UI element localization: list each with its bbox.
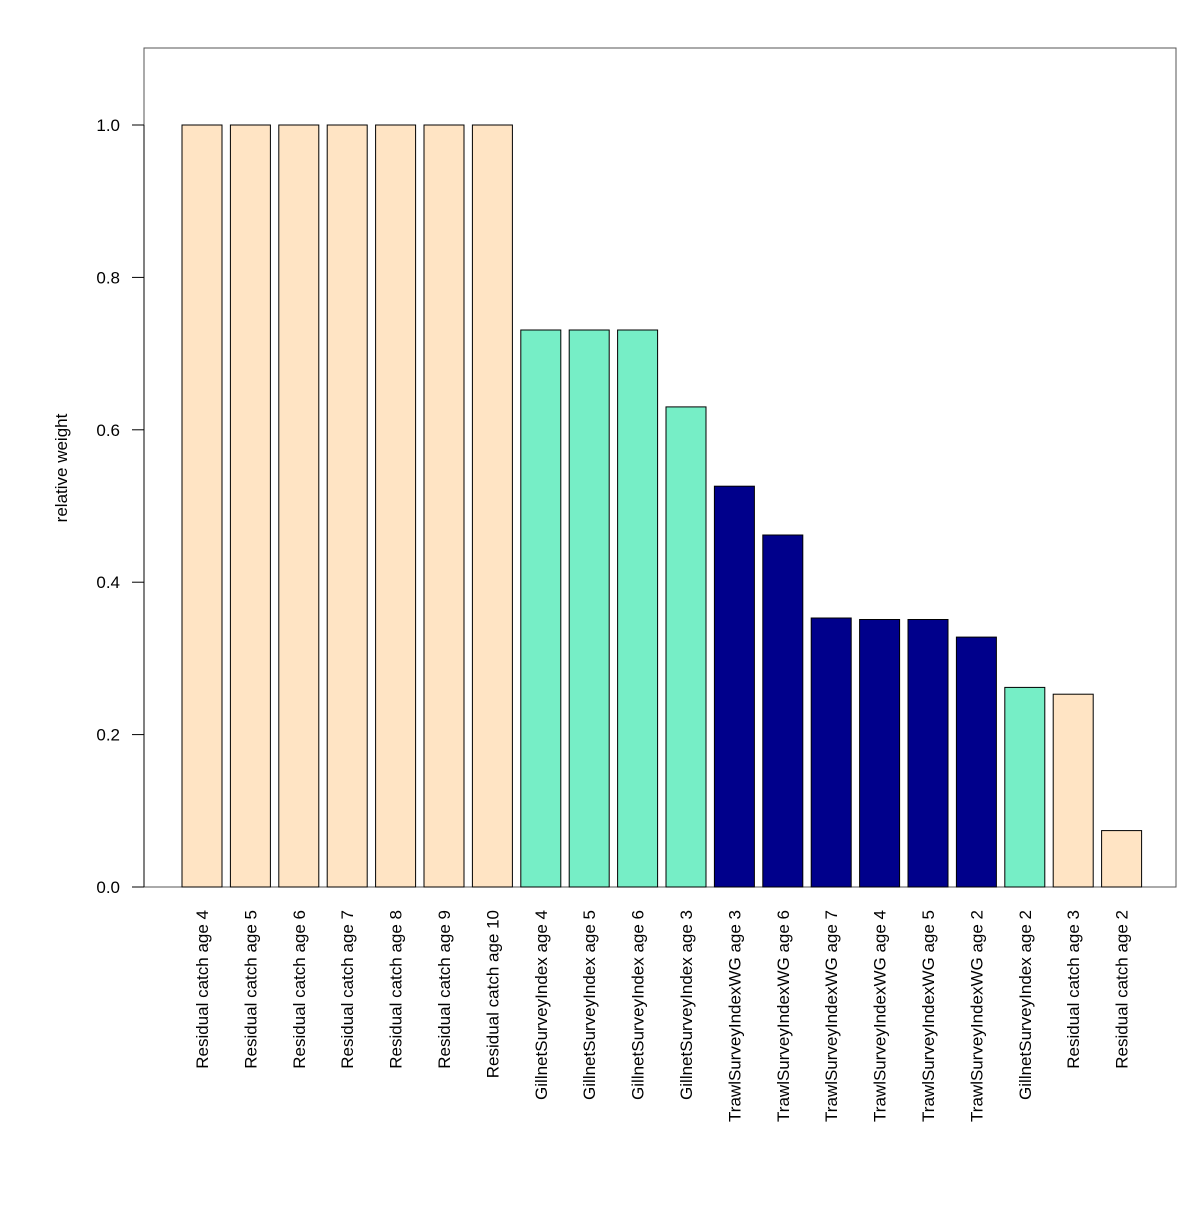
- bar-19: [1052, 693, 1094, 888]
- x-tick-label-2: Residual catch age 5: [241, 910, 260, 1069]
- bar-15: [859, 619, 901, 888]
- bar-8: [520, 329, 562, 888]
- bar-13: [762, 534, 804, 888]
- bar-4: [326, 124, 368, 888]
- x-tick-label-5: Residual catch age 8: [387, 910, 406, 1069]
- bar-12: [713, 485, 755, 888]
- x-tick-label-19: Residual catch age 3: [1064, 910, 1083, 1069]
- x-tick-label-4: Residual catch age 7: [338, 910, 357, 1069]
- x-tick-label-10: GillnetSurveyIndex age 6: [629, 910, 648, 1100]
- bar-5: [375, 124, 417, 888]
- x-tick-label-16: TrawlSurveyIndexWG age 5: [919, 910, 938, 1122]
- y-tick-label-6: 1.0: [96, 116, 120, 135]
- x-tick-label-14: TrawlSurveyIndexWG age 7: [822, 910, 841, 1122]
- y-tick-label-2: 0.2: [96, 726, 120, 745]
- bar-20: [1101, 830, 1143, 888]
- bar-10: [617, 329, 659, 888]
- x-axis-labels: Residual catch age 4 Residual catch age 5…: [193, 910, 1132, 1122]
- bars-group: [181, 124, 1143, 888]
- y-axis: 0.0 0.2 0.4 0.6 0.8 1.0: [96, 116, 145, 897]
- bar-7: [471, 124, 513, 888]
- x-tick-label-8: GillnetSurveyIndex age 4: [532, 910, 551, 1100]
- bar-9: [568, 329, 610, 888]
- bar-1: [181, 124, 223, 888]
- bar-16: [907, 619, 949, 888]
- y-tick-label-3: 0.4: [96, 573, 120, 592]
- x-tick-label-1: Residual catch age 4: [193, 910, 212, 1069]
- bar-14: [810, 617, 852, 888]
- x-tick-label-7: Residual catch age 10: [483, 910, 502, 1078]
- bar-17: [955, 636, 997, 888]
- y-tick-label-1: 0.0: [96, 878, 120, 897]
- x-tick-label-11: GillnetSurveyIndex age 3: [677, 910, 696, 1100]
- x-tick-label-18: GillnetSurveyIndex age 2: [1016, 910, 1035, 1100]
- bar-3: [278, 124, 320, 888]
- x-tick-label-9: GillnetSurveyIndex age 5: [580, 910, 599, 1100]
- y-axis-title: relative weight: [52, 413, 71, 522]
- x-tick-label-13: TrawlSurveyIndexWG age 6: [774, 910, 793, 1122]
- bar-18: [1004, 686, 1046, 888]
- x-tick-label-20: Residual catch age 2: [1113, 910, 1132, 1069]
- x-tick-label-12: TrawlSurveyIndexWG age 3: [725, 910, 744, 1122]
- x-tick-label-6: Residual catch age 9: [435, 910, 454, 1069]
- y-tick-label-4: 0.6: [96, 421, 120, 440]
- x-tick-label-15: TrawlSurveyIndexWG age 4: [871, 910, 890, 1122]
- bar-11: [665, 406, 707, 888]
- x-tick-label-3: Residual catch age 6: [290, 910, 309, 1069]
- bar-6: [423, 124, 465, 888]
- bar-2: [229, 124, 271, 888]
- x-tick-label-17: TrawlSurveyIndexWG age 2: [967, 910, 986, 1122]
- y-tick-label-5: 0.8: [96, 268, 120, 287]
